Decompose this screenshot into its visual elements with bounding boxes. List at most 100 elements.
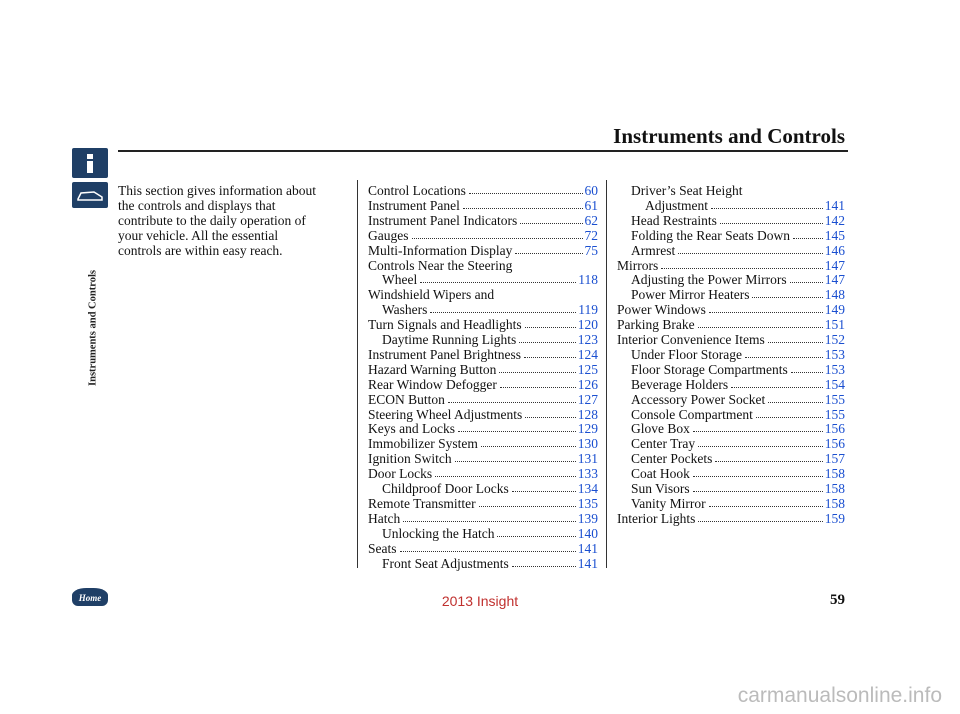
- page-link[interactable]: 123: [577, 332, 598, 347]
- intro-line: the controls and displays that: [118, 197, 276, 213]
- toc-entry: Driver’s Seat Height: [631, 183, 845, 198]
- page-link[interactable]: 147: [824, 257, 845, 273]
- dot-leader: [519, 332, 576, 343]
- toc-entry: Beverage Holders 154: [631, 377, 845, 392]
- entry-label: Wheel: [382, 272, 418, 288]
- toc-entry: Sun Visors 158: [631, 481, 845, 496]
- home-button[interactable]: Home: [72, 588, 108, 606]
- entry-label: Armrest: [631, 242, 676, 258]
- page-link[interactable]: 149: [824, 302, 845, 318]
- page-link[interactable]: 129: [577, 421, 598, 437]
- toc-entry: Childproof Door Locks 134: [382, 481, 598, 496]
- dot-leader: [499, 377, 576, 388]
- toc-entry: Ignition Switch 131: [368, 451, 598, 466]
- page-link[interactable]: 158: [824, 466, 845, 482]
- page-link[interactable]: 157: [824, 451, 845, 467]
- entry-label: Gauges: [368, 227, 409, 243]
- dot-leader: [768, 392, 823, 403]
- dot-leader: [403, 511, 576, 522]
- entry-label: Remote Transmitter: [368, 495, 476, 511]
- toc-entry: Glove Box 156: [631, 421, 845, 436]
- dot-leader: [661, 258, 823, 269]
- info-icon[interactable]: [72, 148, 108, 178]
- toc-entry: Remote Transmitter 135: [368, 496, 598, 511]
- page-link[interactable]: 153: [824, 361, 845, 377]
- page-link[interactable]: 135: [577, 495, 598, 511]
- toc-entry: Parking Brake 151: [617, 317, 845, 332]
- dot-leader: [480, 436, 576, 448]
- page-link[interactable]: 155: [824, 406, 845, 422]
- entry-label: Folding the Rear Seats Down: [631, 227, 790, 243]
- page-link[interactable]: 158: [824, 481, 845, 496]
- toc-entry: Instrument Panel 61: [368, 198, 598, 213]
- dot-leader: [789, 272, 823, 284]
- page-link[interactable]: 139: [577, 510, 598, 526]
- page-link[interactable]: 131: [577, 451, 598, 467]
- dot-leader: [447, 392, 576, 403]
- page-link[interactable]: 147: [824, 272, 845, 288]
- page-link[interactable]: 152: [824, 332, 845, 347]
- page-link[interactable]: 60: [584, 183, 599, 198]
- toc-entry: Windshield Wipers and: [368, 287, 598, 302]
- entry-label: Head Restraints: [631, 212, 717, 228]
- page-link[interactable]: 155: [824, 391, 845, 407]
- page-link[interactable]: 148: [824, 287, 845, 303]
- car-icon[interactable]: [72, 182, 108, 208]
- page-link[interactable]: 141: [577, 540, 598, 556]
- page-link[interactable]: 156: [824, 421, 845, 437]
- page-link[interactable]: 75: [584, 242, 599, 258]
- toc-entry: Gauges 72: [368, 228, 598, 243]
- page-link[interactable]: 141: [577, 555, 598, 571]
- page-link[interactable]: 128: [577, 406, 598, 422]
- toc-entry: Keys and Locks 129: [368, 421, 598, 436]
- toc-entry: Daytime Running Lights 123: [382, 332, 598, 347]
- page-link[interactable]: 130: [577, 436, 598, 452]
- page-link[interactable]: 72: [584, 227, 599, 243]
- toc-entry: Adjusting the Power Mirrors 147: [631, 272, 845, 287]
- page-link[interactable]: 145: [824, 227, 845, 243]
- page-link[interactable]: 133: [577, 466, 598, 482]
- page-link[interactable]: 119: [578, 302, 598, 318]
- page-link[interactable]: 125: [577, 361, 598, 377]
- page-link[interactable]: 159: [824, 510, 845, 526]
- toc-entry: Front Seat Adjustments 141: [382, 556, 598, 571]
- toc-entry: Floor Storage Compartments 153: [631, 362, 845, 377]
- entry-label: Washers: [382, 302, 428, 318]
- page-link[interactable]: 151: [824, 317, 845, 333]
- entry-label: Immobilizer System: [368, 436, 478, 452]
- toc-entry: Multi-Information Display 75: [368, 243, 598, 258]
- dot-leader: [715, 451, 823, 463]
- page-link[interactable]: 156: [824, 436, 845, 452]
- page-link[interactable]: 118: [578, 272, 598, 288]
- page-link[interactable]: 141: [824, 197, 845, 213]
- entry-label: Driver’s Seat Height: [631, 183, 743, 198]
- dot-leader: [708, 496, 823, 507]
- entry-label: Instrument Panel Brightness: [368, 346, 521, 362]
- toc-entry: Hazard Warning Button 125: [368, 362, 598, 377]
- entry-label: Steering Wheel Adjustments: [368, 406, 523, 422]
- page-link[interactable]: 146: [824, 242, 845, 258]
- page-link[interactable]: 140: [577, 525, 598, 541]
- page-link[interactable]: 62: [584, 212, 599, 228]
- page-link[interactable]: 127: [577, 391, 598, 407]
- toc-entry: ECON Button 127: [368, 392, 598, 407]
- page-link[interactable]: 61: [584, 197, 599, 213]
- page-link[interactable]: 120: [577, 317, 598, 333]
- model-name: 2013 Insight: [441, 593, 519, 609]
- toc-entry: Adjustment 141: [645, 198, 845, 213]
- page-link[interactable]: 158: [824, 495, 845, 511]
- toc-entry: Rear Window Defogger 126: [368, 377, 598, 392]
- page-link[interactable]: 154: [824, 376, 845, 392]
- toc-entry: Mirrors 147: [617, 258, 845, 273]
- page-link[interactable]: 142: [824, 212, 845, 228]
- intro-line: your vehicle. All the essential: [118, 227, 279, 243]
- intro-line: controls are within easy reach.: [118, 242, 283, 258]
- dot-leader: [511, 556, 576, 567]
- entry-label: Console Compartment: [631, 406, 753, 422]
- page-link[interactable]: 134: [577, 481, 598, 496]
- page-link[interactable]: 153: [824, 346, 845, 362]
- dot-leader: [462, 198, 583, 209]
- page-link[interactable]: 124: [577, 346, 598, 362]
- page-link[interactable]: 126: [577, 376, 598, 392]
- dot-leader: [692, 481, 823, 492]
